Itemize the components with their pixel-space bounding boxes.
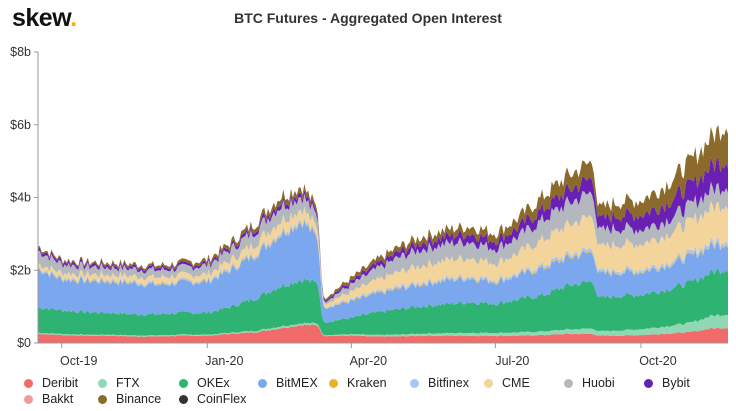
legend-swatch [329,378,338,388]
legend-label: Bitfinex [428,376,469,390]
legend-swatch [179,378,188,388]
legend-item-coinflex[interactable]: CoinFlex [179,392,246,406]
legend-label: FTX [116,376,140,390]
legend-label: CoinFlex [197,392,247,406]
x-tick-label: Jan-20 [205,354,243,368]
legend-swatch [24,394,33,404]
legend-swatch [410,378,419,388]
open-interest-chart: $0 $2b $4b $6b $8b Oct-19 Jan-20 Apr-20 Jul-20 Oc… [10,45,728,368]
y-tick-label: $4b [10,191,31,205]
legend-item-binance[interactable]: Binance [98,392,161,406]
legend-label: OKEx [197,376,230,390]
y-tick-label: $2b [10,263,31,277]
legend-swatch [179,394,188,404]
legend-item-cme[interactable]: CME [484,376,530,390]
chart-title: BTC Futures - Aggregated Open Interest [234,10,502,26]
legend-label: Bakkt [42,392,74,406]
legend-swatch [564,378,573,388]
area-series-group [38,125,728,343]
legend-swatch [484,378,493,388]
x-tick-label: Oct-19 [60,354,98,368]
x-tick-label: Apr-20 [350,354,388,368]
axes-group: $0 $2b $4b $6b $8b Oct-19 Jan-20 Apr-20 Jul-20 Oc… [10,45,728,368]
area-deribit [38,324,728,343]
skew-logo: skew. [12,4,77,32]
legend-item-huobi[interactable]: Huobi [564,376,615,390]
legend-item-bybit[interactable]: Bybit [644,376,690,390]
legend-item-kraken[interactable]: Kraken [329,376,387,390]
y-tick-label: $6b [10,118,31,132]
legend-label: Huobi [582,376,615,390]
legend-item-bitfinex[interactable]: Bitfinex [410,376,469,390]
legend-swatch [98,394,107,404]
area-bitmex [38,220,728,323]
legend-swatch [644,378,653,388]
area-cme [38,200,728,308]
y-tick-label: $8b [10,45,31,59]
legend-swatch [24,378,33,388]
x-tick-label: Oct-20 [639,354,677,368]
area-okex [38,268,728,336]
area-ftx [38,314,728,337]
area-bybit [38,157,728,303]
legend-label: Bybit [662,376,690,390]
legend-label: Deribit [42,376,79,390]
x-tick-label: Jul-20 [495,354,529,368]
legend-label: CME [502,376,530,390]
y-tick-label: $0 [17,336,31,350]
legend-label: BitMEX [276,376,318,390]
legend-item-ftx[interactable]: FTX [98,376,140,390]
legend-swatch [258,378,267,388]
legend-swatch [98,378,107,388]
legend-item-bitmex[interactable]: BitMEX [258,376,318,390]
legend-item-deribit[interactable]: Deribit [24,376,78,390]
area-huobi [38,181,728,305]
legend-label: Binance [116,392,162,406]
legend-label: Kraken [347,376,387,390]
legend-item-bakkt[interactable]: Bakkt [24,392,73,406]
legend-item-okex[interactable]: OKEx [179,376,230,390]
